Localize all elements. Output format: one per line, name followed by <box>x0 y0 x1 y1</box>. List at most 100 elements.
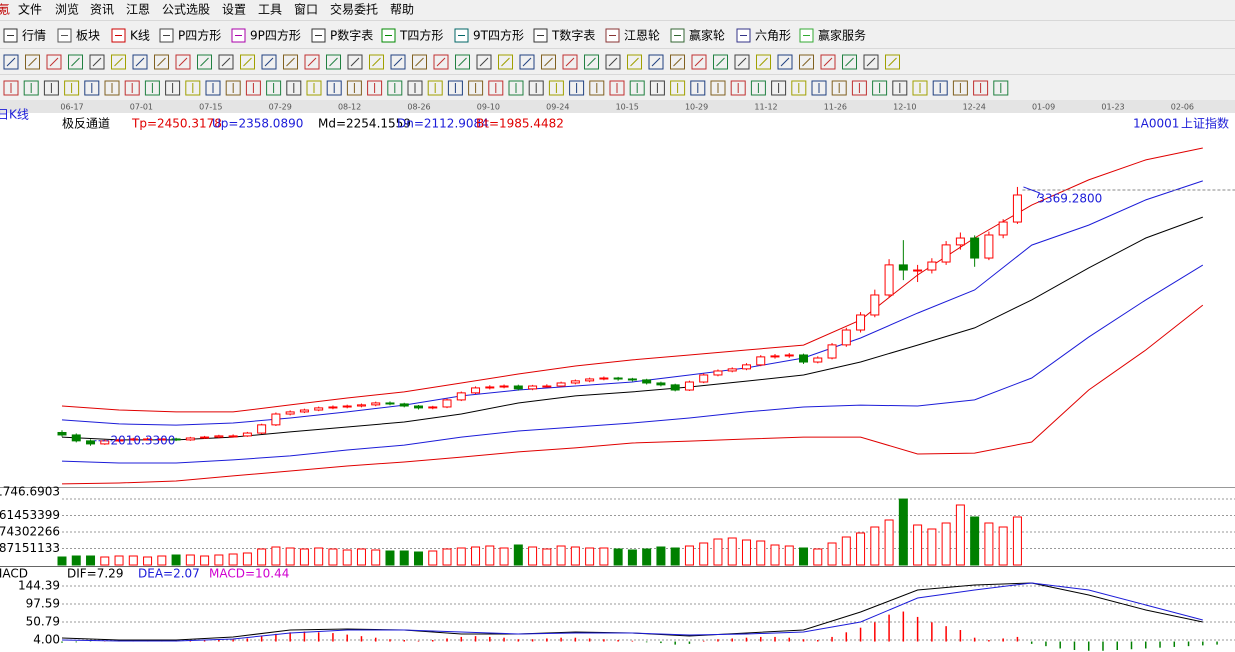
tool-icon[interactable] <box>407 80 423 96</box>
tool-icon[interactable] <box>649 80 665 96</box>
tool-icon[interactable] <box>218 54 234 70</box>
menu-item[interactable]: 帮助 <box>390 3 414 17</box>
tool-icon[interactable] <box>245 80 261 96</box>
tool-icon[interactable] <box>433 54 449 70</box>
tool-icon[interactable] <box>508 80 524 96</box>
tool-icon[interactable] <box>952 80 968 96</box>
menu-item[interactable]: 工具 <box>258 3 282 17</box>
tool-icon[interactable] <box>369 54 384 70</box>
tool-icon[interactable] <box>476 54 492 70</box>
tool-icon[interactable] <box>326 80 342 96</box>
tool-icon[interactable] <box>799 54 814 70</box>
tool-icon[interactable] <box>387 80 403 96</box>
toolbar-button[interactable]: 行情 <box>22 29 46 43</box>
tool-icon[interactable] <box>756 54 771 70</box>
tool-icon[interactable] <box>584 54 599 70</box>
tool-icon[interactable] <box>225 80 241 96</box>
tool-icon[interactable] <box>562 54 578 70</box>
tool-icon[interactable] <box>629 80 645 96</box>
tool-icon[interactable] <box>912 80 928 96</box>
tool-icon[interactable] <box>64 80 80 96</box>
tool-icon[interactable] <box>605 54 621 70</box>
tool-icon[interactable] <box>104 80 120 96</box>
tool-icon[interactable] <box>710 80 726 96</box>
tool-icon[interactable] <box>973 80 989 96</box>
tool-icon[interactable] <box>46 54 62 70</box>
tool-icon[interactable] <box>872 80 888 96</box>
tool-icon[interactable] <box>777 54 793 70</box>
tool-icon[interactable] <box>175 54 191 70</box>
menu-item[interactable]: 窗口 <box>294 3 318 17</box>
tool-icon[interactable] <box>306 80 322 96</box>
tool-icon[interactable] <box>548 80 564 96</box>
tool-icon[interactable] <box>286 80 302 96</box>
tool-icon[interactable] <box>3 80 19 96</box>
tool-icon[interactable] <box>541 54 556 70</box>
tool-icon[interactable] <box>670 54 685 70</box>
tool-icon[interactable] <box>261 54 277 70</box>
tool-icon[interactable] <box>3 54 19 70</box>
toolbar-button[interactable]: 江恩轮 <box>624 29 660 43</box>
tool-icon[interactable] <box>346 80 362 96</box>
tool-icon[interactable] <box>831 80 847 96</box>
tool-icon[interactable] <box>84 80 100 96</box>
toolbar-button[interactable]: 9T四方形 <box>473 28 524 43</box>
toolbar-button[interactable]: P数字表 <box>330 28 373 43</box>
tool-icon[interactable] <box>43 80 59 96</box>
tool-icon[interactable] <box>569 80 585 96</box>
tool-icon[interactable] <box>885 54 900 70</box>
tool-icon[interactable] <box>427 80 443 96</box>
tool-icon[interactable] <box>519 54 535 70</box>
tool-icon[interactable] <box>648 54 664 70</box>
menu-item[interactable]: 公式选股 <box>162 3 210 17</box>
tool-icon[interactable] <box>447 80 463 96</box>
toolbar-button[interactable]: 赢家轮 <box>689 28 725 43</box>
tool-icon[interactable] <box>498 54 513 70</box>
tool-icon[interactable] <box>820 54 836 70</box>
tool-icon[interactable] <box>240 54 255 70</box>
tool-icon[interactable] <box>185 80 201 96</box>
tool-icon[interactable] <box>589 80 605 96</box>
tool-icon[interactable] <box>132 54 148 70</box>
menu-item[interactable]: 交易委托 <box>330 2 378 17</box>
tool-icon[interactable] <box>412 54 427 70</box>
tool-icon[interactable] <box>488 80 504 96</box>
toolbar-button[interactable]: K线 <box>130 29 150 43</box>
tool-icon[interactable] <box>791 80 807 96</box>
tool-icon[interactable] <box>89 54 105 70</box>
tool-icon[interactable] <box>124 80 140 96</box>
tool-icon[interactable] <box>811 80 827 96</box>
tool-icon[interactable] <box>205 80 221 96</box>
tool-icon[interactable] <box>842 54 857 70</box>
tool-icon[interactable] <box>993 80 1009 96</box>
tool-icon[interactable] <box>691 54 707 70</box>
menu-item[interactable]: 文件 <box>18 2 42 17</box>
tool-icon[interactable] <box>455 54 470 70</box>
tool-icon[interactable] <box>326 54 341 70</box>
toolbar-button[interactable]: 赢家服务 <box>818 28 866 43</box>
toolbar-button[interactable]: T数字表 <box>551 28 595 43</box>
tool-icon[interactable] <box>528 80 544 96</box>
tool-icon[interactable] <box>347 54 363 70</box>
menu-item[interactable]: 江恩 <box>126 3 150 17</box>
toolbar-button[interactable]: 板块 <box>76 29 100 43</box>
tool-icon[interactable] <box>367 80 383 96</box>
tool-icon[interactable] <box>627 54 642 70</box>
menu-item[interactable]: 设置 <box>222 3 246 17</box>
tool-icon[interactable] <box>154 54 169 70</box>
toolbar-button[interactable]: 9P四方形 <box>250 28 301 43</box>
tool-icon[interactable] <box>25 54 40 70</box>
tool-icon[interactable] <box>23 80 39 96</box>
tool-icon[interactable] <box>771 80 787 96</box>
tool-icon[interactable] <box>892 80 908 96</box>
menu-item[interactable]: 浏览 <box>55 2 79 17</box>
tool-icon[interactable] <box>734 54 750 70</box>
tool-icon[interactable] <box>851 80 867 96</box>
tool-icon[interactable] <box>713 54 728 70</box>
tool-icon[interactable] <box>390 54 406 70</box>
tool-icon[interactable] <box>304 54 320 70</box>
tool-icon[interactable] <box>670 80 686 96</box>
toolbar-button[interactable]: 六角形 <box>755 29 791 43</box>
tool-icon[interactable] <box>165 80 181 96</box>
tool-icon[interactable] <box>68 54 83 70</box>
